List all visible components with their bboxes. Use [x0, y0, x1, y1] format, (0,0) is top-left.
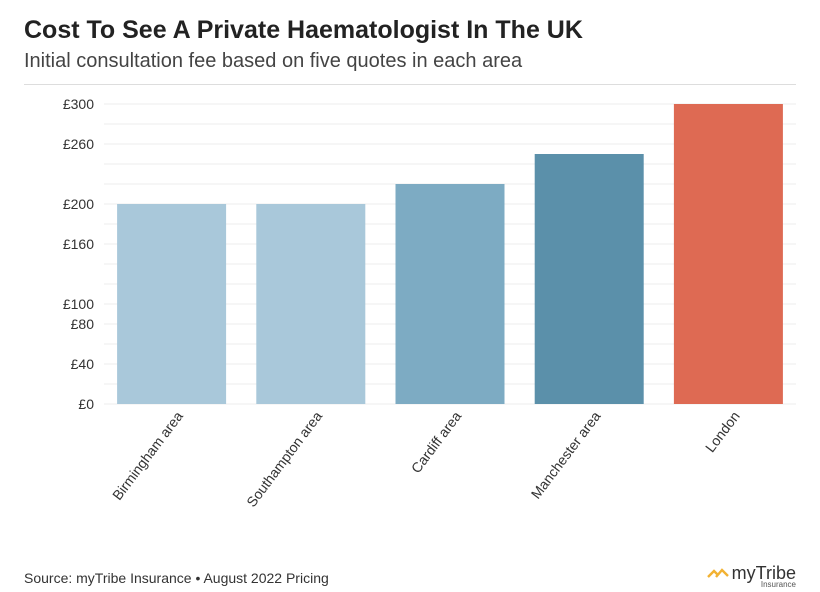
- chevron-icon: [706, 568, 729, 578]
- y-tick-label: £260: [63, 136, 94, 152]
- bar: [256, 204, 366, 404]
- bar: [673, 104, 783, 404]
- y-tick-label: £100: [63, 296, 94, 312]
- bar: [534, 154, 644, 404]
- x-tick-label: Cardiff area: [408, 408, 465, 476]
- header-divider: [24, 84, 796, 85]
- chart-title: Cost To See A Private Haematologist In T…: [24, 16, 583, 44]
- mytribe-logo: myTribe Insurance: [706, 563, 796, 589]
- bar: [395, 184, 505, 404]
- source-note: Source: myTribe Insurance • August 2022 …: [24, 570, 329, 586]
- x-tick-label: Southampton area: [243, 408, 325, 510]
- x-tick-label: London: [702, 408, 743, 455]
- logo-sub: Insurance: [760, 580, 796, 589]
- y-tick-label: £80: [71, 316, 95, 332]
- y-tick-label: £40: [71, 356, 95, 372]
- bar-chart: £0 £40 £80 £100 £160 £200 £260 £300 Birmingham a…: [63, 96, 796, 510]
- logo-brand: myTribe: [731, 563, 796, 583]
- y-tick-label: £0: [78, 396, 94, 412]
- y-tick-label: £200: [63, 196, 94, 212]
- bar: [117, 204, 227, 404]
- y-tick-label: £160: [63, 236, 94, 252]
- x-tick-label: Birmingham area: [109, 408, 186, 503]
- x-tick-label: Manchester area: [528, 408, 604, 502]
- y-tick-label: £300: [63, 96, 94, 112]
- chart-subtitle: Initial consultation fee based on five q…: [24, 50, 523, 72]
